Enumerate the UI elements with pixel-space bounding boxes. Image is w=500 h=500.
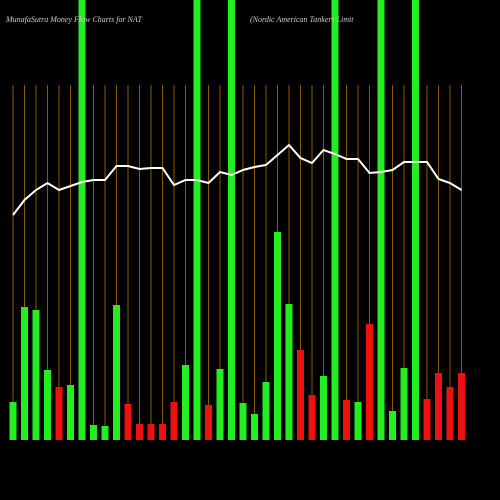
bar: [458, 373, 465, 440]
bar: [446, 387, 454, 440]
bar: [90, 425, 97, 440]
bar: [205, 405, 212, 440]
bar: [193, 0, 201, 440]
bar: [343, 400, 350, 440]
bar: [21, 307, 28, 440]
bar: [55, 387, 63, 440]
bar: [239, 403, 247, 440]
bar: [32, 310, 40, 440]
bar: [170, 402, 178, 440]
bar: [331, 0, 339, 440]
bar: [354, 402, 362, 440]
bar: [251, 414, 258, 440]
bar: [423, 399, 431, 440]
bar: [182, 365, 189, 440]
bar: [412, 0, 419, 440]
bar: [216, 369, 224, 440]
bar: [124, 404, 132, 440]
bar: [113, 305, 120, 440]
bar: [262, 382, 270, 440]
bar: [297, 350, 304, 440]
bar: [400, 368, 408, 440]
bar: [67, 385, 74, 440]
bar: [320, 376, 327, 440]
bar: [389, 411, 396, 440]
bars: [9, 0, 465, 440]
bar: [435, 373, 442, 440]
bar: [285, 304, 293, 440]
bar: [44, 370, 51, 440]
bar: [78, 0, 86, 440]
money-flow-line: [12, 143, 463, 216]
bar: [136, 424, 143, 440]
chart-title: MunafaSutra Money Flow Charts for NAT: [5, 15, 142, 24]
bar: [101, 426, 109, 440]
bar: [274, 232, 281, 440]
bar: [366, 324, 373, 440]
bar: [9, 402, 17, 440]
bar: [147, 424, 155, 440]
bar: [159, 424, 166, 440]
bar: [228, 0, 235, 440]
bar: [308, 395, 316, 440]
bar: [377, 0, 385, 440]
chart-subtitle: (Nordic American Tankers Limit: [250, 15, 354, 24]
